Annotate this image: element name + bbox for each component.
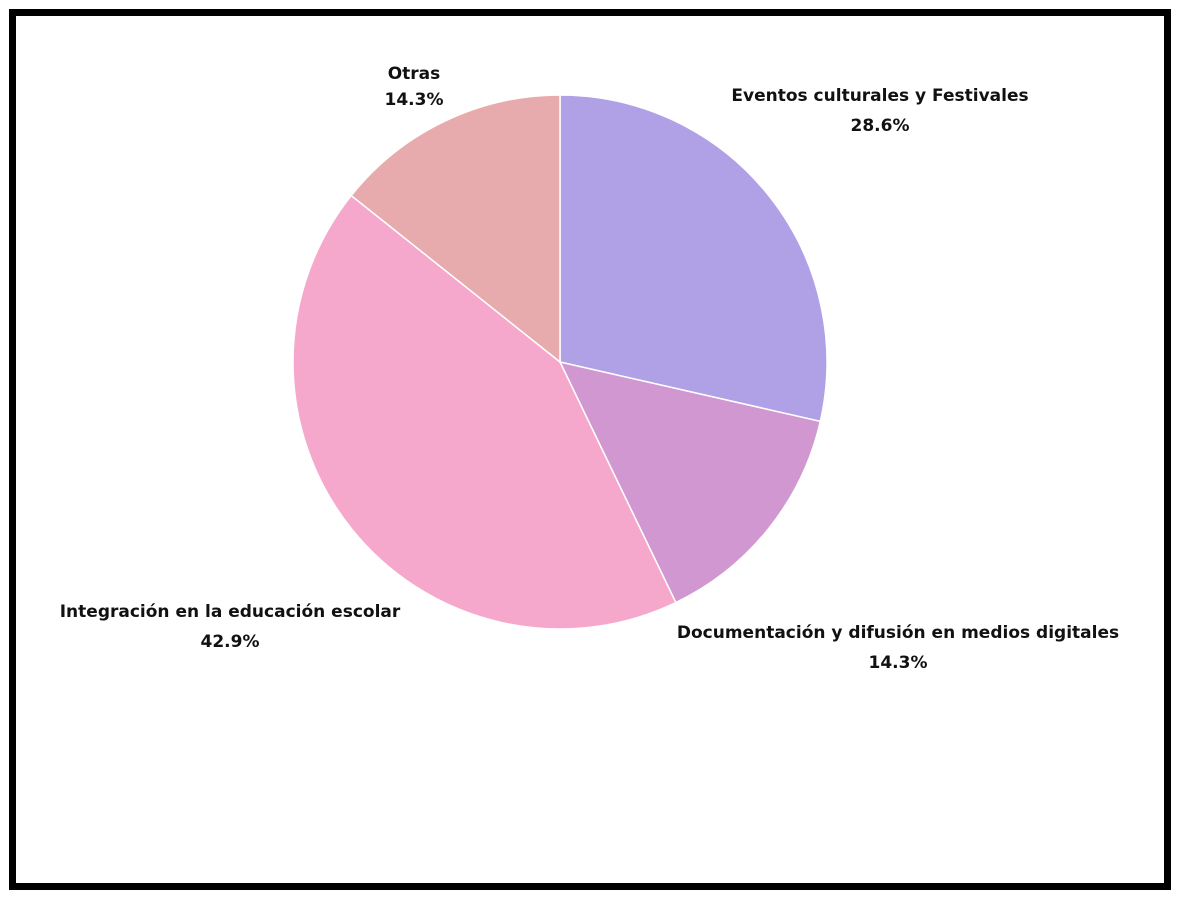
slice-label-otras-value: 14.3% [385, 90, 444, 110]
slice-label-documentacion: Documentación y difusión en medios digit… [677, 623, 1119, 673]
pie-slice-documentacion [558, 360, 822, 604]
pie-slice-otras [350, 94, 561, 364]
slice-label-otras: Otras 14.3% [385, 64, 444, 110]
slice-label-documentacion-name: Documentación y difusión en medios digit… [677, 623, 1119, 643]
pie-slice-eventos [559, 94, 828, 423]
slice-label-integracion-value: 42.9% [201, 632, 260, 652]
pie-slice-integracion [292, 194, 677, 630]
slice-label-eventos: Eventos culturales y Festivales 28.6% [731, 86, 1028, 136]
slice-label-documentacion-value: 14.3% [869, 653, 928, 673]
slice-label-eventos-value: 28.6% [851, 116, 910, 136]
slice-label-integracion: Integración en la educación escolar 42.9… [60, 602, 401, 652]
slice-label-eventos-name: Eventos culturales y Festivales [731, 86, 1028, 106]
slice-label-otras-name: Otras [388, 64, 441, 84]
slice-label-integracion-name: Integración en la educación escolar [60, 602, 401, 622]
pie-slices [292, 94, 828, 630]
